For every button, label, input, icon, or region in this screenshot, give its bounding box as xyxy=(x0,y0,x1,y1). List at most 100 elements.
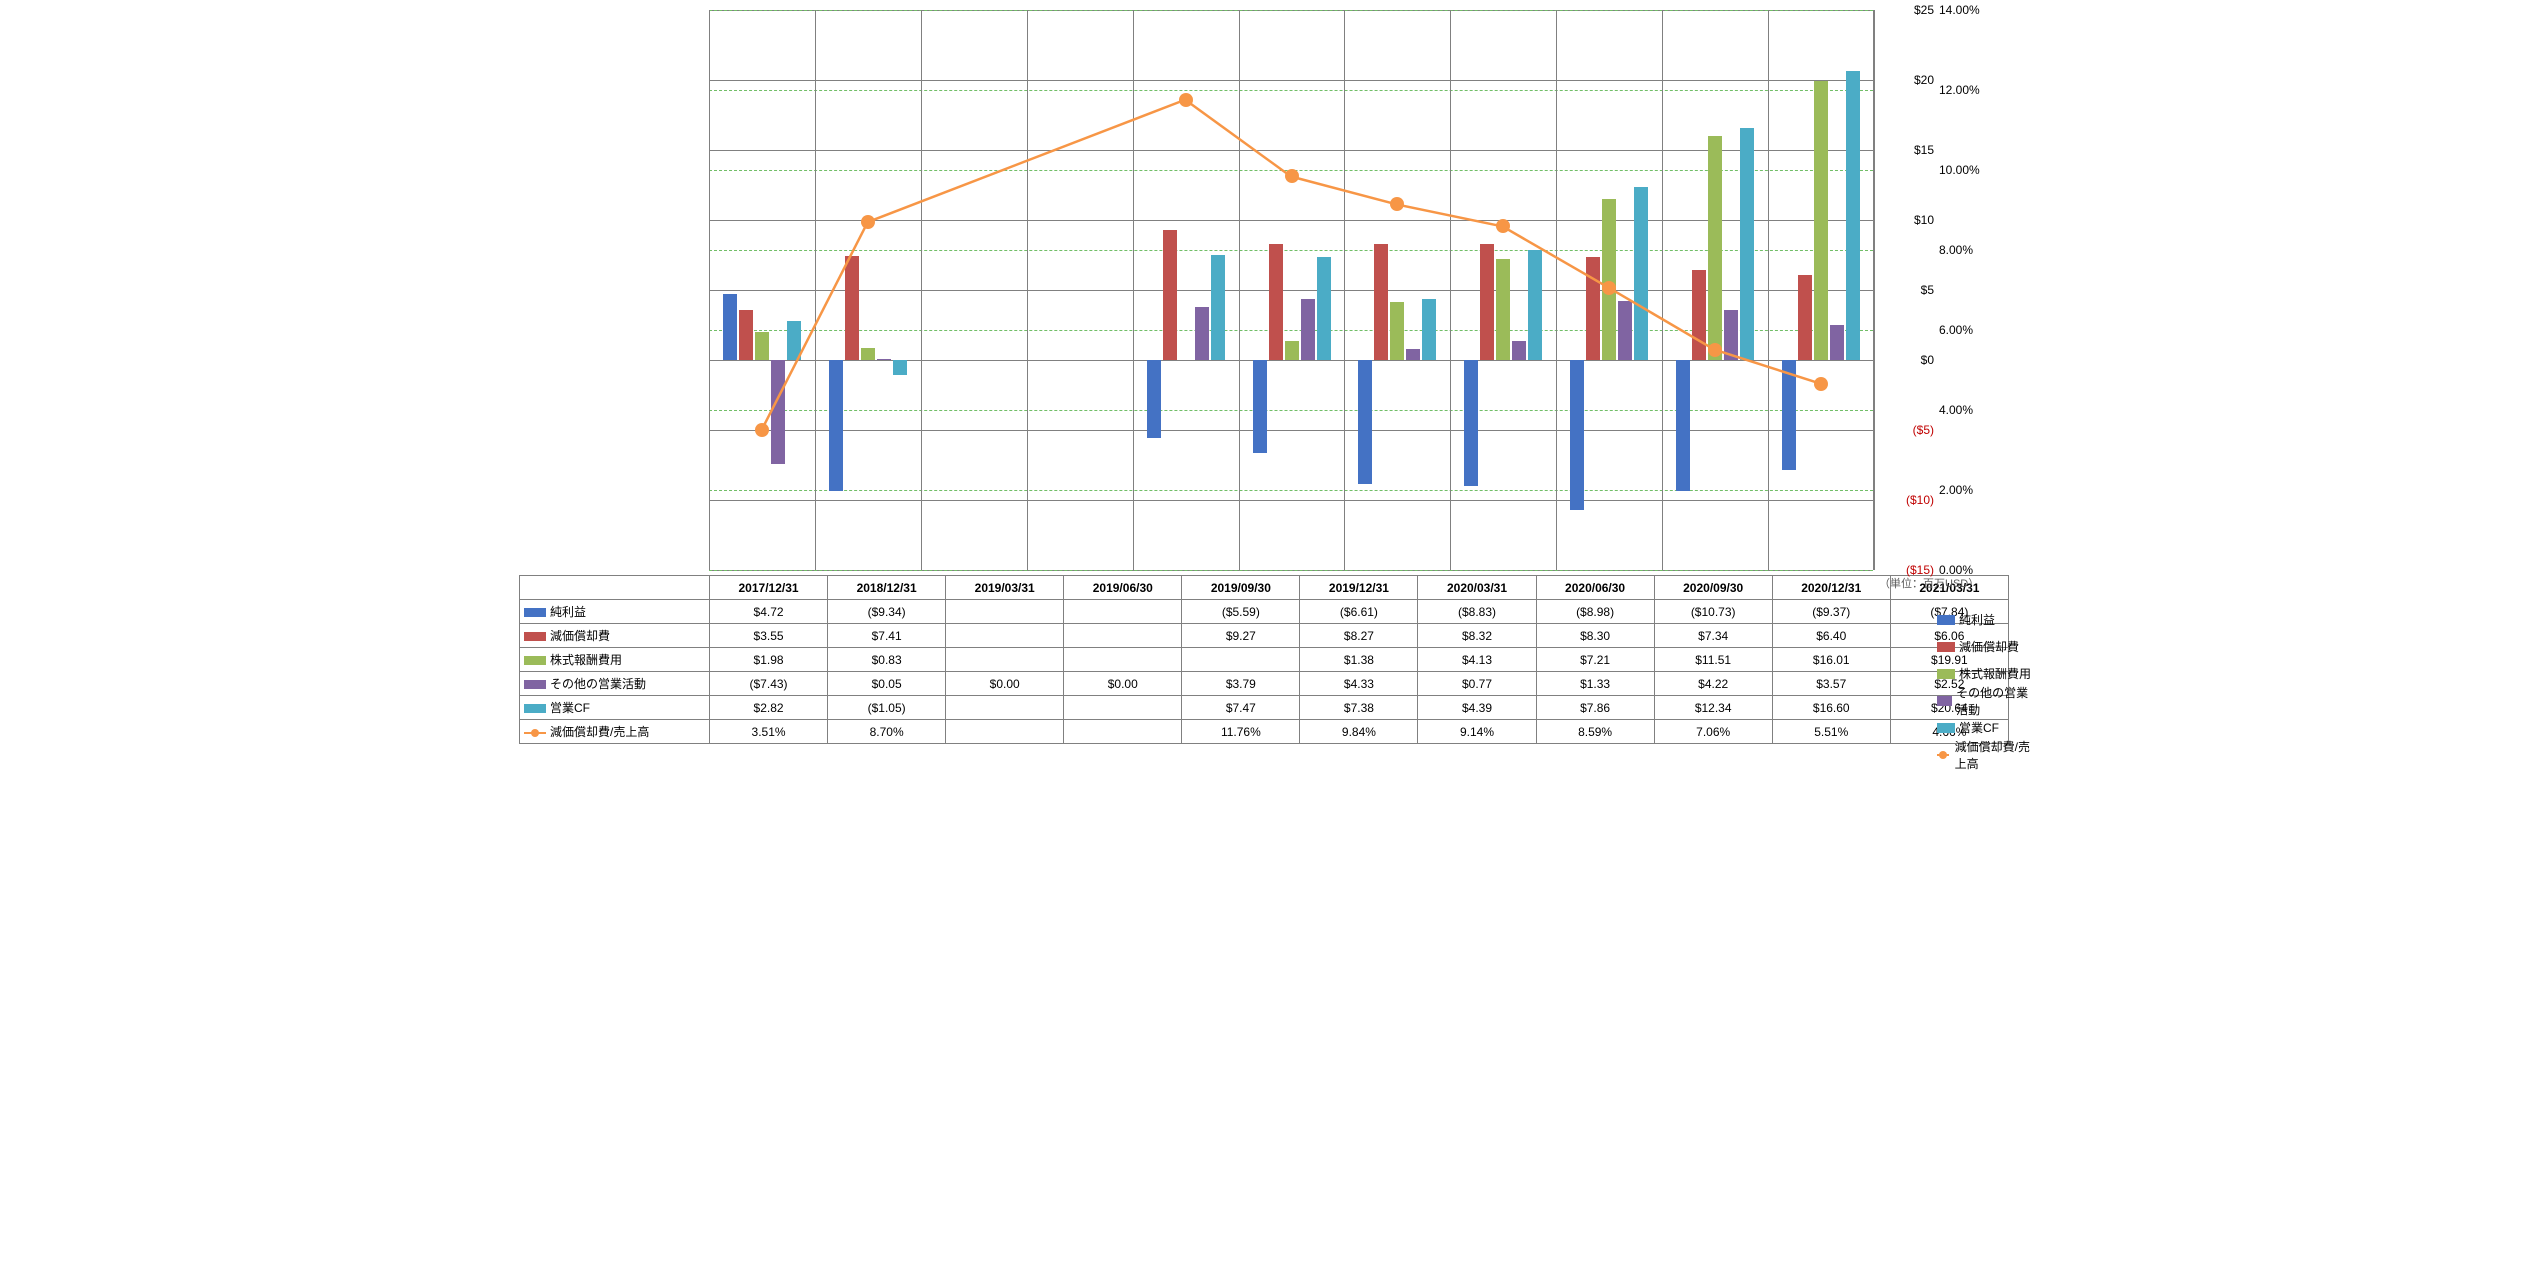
chart-area: ($15)($10)($5)$0$5$10$15$20$25 0.00%2.00… xyxy=(519,10,2009,570)
table-cell: $3.79 xyxy=(1182,672,1300,696)
table-cell: 5.51% xyxy=(1772,720,1890,744)
table-cell: $9.27 xyxy=(1182,624,1300,648)
bar-net_income xyxy=(1570,360,1584,510)
table-cell: $7.47 xyxy=(1182,696,1300,720)
table-cell: ($1.05) xyxy=(828,696,946,720)
right-tick: 14.00% xyxy=(1939,3,1980,17)
bar-net_income xyxy=(1253,360,1267,453)
table-cell xyxy=(946,696,1064,720)
marker-dep_ratio xyxy=(1602,281,1616,295)
bar-depreciation xyxy=(1269,244,1283,360)
marker-dep_ratio xyxy=(1496,219,1510,233)
table-cell xyxy=(1064,648,1182,672)
right-tick: 10.00% xyxy=(1939,163,1980,177)
bar-other_ops xyxy=(1724,310,1738,360)
bar-stock_comp xyxy=(1814,81,1828,360)
left-tick: ($5) xyxy=(1879,423,1934,437)
bar-depreciation xyxy=(1692,270,1706,360)
left-tick: $10 xyxy=(1879,213,1934,227)
bar-net_income xyxy=(1676,360,1690,491)
table-cell: $1.33 xyxy=(1536,672,1654,696)
bar-net_income xyxy=(829,360,843,491)
table-cell: $12.34 xyxy=(1654,696,1772,720)
bar-stock_comp xyxy=(1708,136,1722,360)
table-row-head-net_income: 純利益 xyxy=(520,600,710,624)
bar-depreciation xyxy=(1586,257,1600,360)
bar-other_ops xyxy=(877,359,891,360)
table-cell: $16.60 xyxy=(1772,696,1890,720)
right-tick: 4.00% xyxy=(1939,403,1973,417)
legend-item-net_income: 純利益 xyxy=(1937,606,2037,633)
bar-other_ops xyxy=(1512,341,1526,360)
bar-other_ops xyxy=(771,360,785,464)
table-cell: $1.98 xyxy=(710,648,828,672)
table-cell: ($9.37) xyxy=(1772,600,1890,624)
table-cell: $0.77 xyxy=(1418,672,1536,696)
table-cell: $11.51 xyxy=(1654,648,1772,672)
table-cell: $7.41 xyxy=(828,624,946,648)
right-tick: 12.00% xyxy=(1939,83,1980,97)
table-cell: $16.01 xyxy=(1772,648,1890,672)
table-cell: ($6.61) xyxy=(1300,600,1418,624)
table-cell: 9.14% xyxy=(1418,720,1536,744)
table-period-header: 2020/06/30 xyxy=(1536,576,1654,600)
table-cell: 8.59% xyxy=(1536,720,1654,744)
table-period-header: 2017/12/31 xyxy=(710,576,828,600)
legend-item-other_ops: その他の営業活動 xyxy=(1937,687,2037,714)
bar-stock_comp xyxy=(861,348,875,360)
bar-op_cf xyxy=(1211,255,1225,360)
table-cell: $8.27 xyxy=(1300,624,1418,648)
table-row-head-stock_comp: 株式報酬費用 xyxy=(520,648,710,672)
table-cell: ($10.73) xyxy=(1654,600,1772,624)
bar-net_income xyxy=(1358,360,1372,484)
legend-item-dep_ratio: 減価償却費/売上高 xyxy=(1937,741,2037,768)
bar-op_cf xyxy=(1740,128,1754,360)
marker-dep_ratio xyxy=(1708,343,1722,357)
table-cell: ($5.59) xyxy=(1182,600,1300,624)
bar-other_ops xyxy=(1830,325,1844,360)
bar-op_cf xyxy=(787,321,801,360)
right-tick: 8.00% xyxy=(1939,243,1973,257)
marker-dep_ratio xyxy=(1390,197,1404,211)
table-period-header: 2020/12/31 xyxy=(1772,576,1890,600)
table-cell xyxy=(946,648,1064,672)
table-cell: $0.83 xyxy=(828,648,946,672)
table-period-header: 2020/03/31 xyxy=(1418,576,1536,600)
bar-op_cf xyxy=(1634,187,1648,360)
table-corner xyxy=(520,576,710,600)
table-cell: $4.13 xyxy=(1418,648,1536,672)
bar-stock_comp xyxy=(1496,259,1510,360)
table-cell: 7.06% xyxy=(1654,720,1772,744)
table-cell: $8.32 xyxy=(1418,624,1536,648)
table-cell: $0.00 xyxy=(1064,672,1182,696)
marker-dep_ratio xyxy=(861,215,875,229)
left-tick: $25 xyxy=(1879,3,1934,17)
table-row-head-op_cf: 営業CF xyxy=(520,696,710,720)
table-cell: $6.40 xyxy=(1772,624,1890,648)
table-cell xyxy=(1064,720,1182,744)
legend-right: 純利益減価償却費株式報酬費用その他の営業活動営業CF減価償却費/売上高 xyxy=(1937,606,2037,768)
table-cell: ($8.83) xyxy=(1418,600,1536,624)
data-table: 2017/12/312018/12/312019/03/312019/06/30… xyxy=(519,575,2009,744)
bar-other_ops xyxy=(1618,301,1632,360)
bar-net_income xyxy=(1464,360,1478,486)
table-cell xyxy=(946,720,1064,744)
table-cell: $0.00 xyxy=(946,672,1064,696)
bar-stock_comp xyxy=(1390,302,1404,360)
table-cell: $4.72 xyxy=(710,600,828,624)
bar-depreciation xyxy=(739,310,753,360)
table-cell: 11.76% xyxy=(1182,720,1300,744)
table-row-head-other_ops: その他の営業活動 xyxy=(520,672,710,696)
table-cell xyxy=(1064,696,1182,720)
table-cell xyxy=(946,624,1064,648)
table-cell: $0.05 xyxy=(828,672,946,696)
table-cell: $7.21 xyxy=(1536,648,1654,672)
bar-op_cf xyxy=(1846,71,1860,360)
bar-other_ops xyxy=(1301,299,1315,360)
table-cell: 3.51% xyxy=(710,720,828,744)
table-cell xyxy=(1064,600,1182,624)
table-cell xyxy=(1064,624,1182,648)
left-tick: $5 xyxy=(1879,283,1934,297)
bar-op_cf xyxy=(1317,257,1331,360)
table-cell: $3.55 xyxy=(710,624,828,648)
